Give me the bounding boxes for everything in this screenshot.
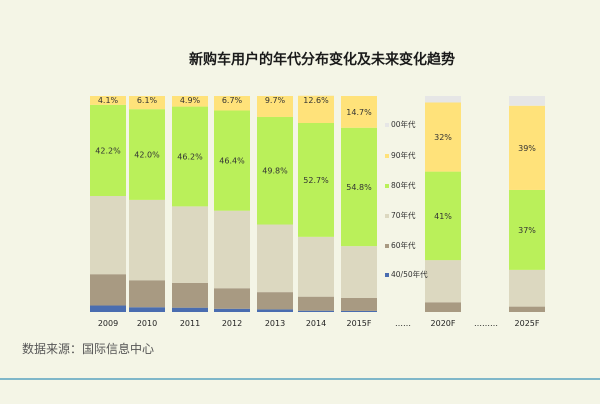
x-tick-label: ……… [474, 319, 498, 328]
bar-segment-2013-s1 [257, 292, 293, 310]
bar-segment-2020f-s4 [425, 102, 461, 172]
bar-segment-2014-s4 [298, 95, 334, 123]
data-label: 14.7% [346, 108, 372, 117]
bar-segment-2020f-s2 [425, 260, 461, 303]
bar-segment-2020f-s5 [425, 96, 461, 103]
bar-segment-2015f-s3 [341, 127, 377, 247]
bar-segment-2025f-s1 [509, 306, 545, 312]
bar-segment-2009-s2 [90, 196, 126, 275]
legend-label: 40/50年代 [391, 269, 428, 279]
bar-segment-2020f-s3 [425, 171, 461, 261]
data-label: 46.4% [219, 157, 245, 166]
bar-segment-2013-s4 [257, 96, 293, 117]
bar-segment-2013-s3 [257, 116, 293, 225]
x-tick-label: 2012 [222, 319, 242, 328]
bar-segment-2025f-s2 [509, 269, 545, 307]
bar-segment-2025f-s4 [509, 105, 545, 190]
bar-segment-2015f-s4 [341, 96, 377, 128]
legend: 00年代 90年代 80年代 70年代 60年代 40/50年代 [385, 119, 428, 279]
bar-segment-2009-s3 [90, 104, 126, 197]
bar-segment-2015f-s2 [341, 246, 377, 298]
bar-segment-2010-s2 [129, 199, 165, 281]
legend-label: 00年代 [391, 119, 416, 129]
bar-segment-2010-s3 [129, 109, 165, 200]
legend-label: 90年代 [391, 150, 416, 160]
x-tick-label: 2025F [515, 319, 540, 328]
data-label: 9.7% [265, 96, 286, 105]
bar-segment-2009-s1 [90, 274, 126, 306]
bar-segment-2025f-s3 [509, 189, 545, 270]
source-note: 数据来源：国际信息中心 [22, 342, 155, 356]
bar-segment-2011-s3 [172, 106, 208, 207]
x-tick-labels: 2009 2010 2011 2012 2013 2014 2015F …… 2020F ……… 2… [98, 319, 540, 328]
bar-segment-2009-s4 [90, 96, 126, 105]
x-tick-label: 2014 [306, 319, 326, 328]
bar-segment-2013-s0 [257, 309, 293, 312]
bar-segment-2011-s4 [172, 96, 208, 107]
data-label: 52.7% [303, 176, 329, 185]
legend-swatch [385, 154, 389, 158]
data-label: 6.7% [222, 96, 243, 105]
data-label: 49.8% [262, 167, 288, 176]
bar-segment-2010-s1 [129, 280, 165, 308]
data-label: 32% [434, 133, 452, 142]
bar-segment-2012-s3 [214, 110, 250, 211]
legend-label: 60年代 [391, 240, 416, 250]
bar-segment-2010-s4 [129, 96, 165, 110]
bar-segment-2013-s2 [257, 224, 293, 293]
legend-swatch [385, 273, 389, 277]
x-tick-label: 2015F [347, 319, 372, 328]
bar-segment-2014-s0 [298, 310, 334, 312]
data-label: 46.2% [177, 152, 203, 161]
bar-segment-2025f-s5 [509, 96, 545, 106]
x-tick-label: 2011 [180, 319, 200, 328]
bar-segment-2015f-s1 [341, 297, 377, 311]
bar-segment-2009-s0 [90, 305, 126, 312]
legend-swatch [385, 214, 389, 218]
data-label: 39% [518, 144, 536, 153]
bar-segment-2015f-s0 [341, 310, 377, 312]
data-label: 41% [434, 212, 452, 221]
x-tick-label: …… [395, 319, 411, 328]
bar-segment-2012-s2 [214, 210, 250, 289]
legend-label: 80年代 [391, 180, 416, 190]
bar-segment-2014-s3 [298, 123, 334, 237]
data-label: 4.9% [180, 96, 201, 105]
legend-swatch [385, 123, 389, 127]
data-label: 42.2% [95, 146, 121, 155]
bar-segment-2012-s1 [214, 288, 250, 309]
bar-segment-2012-s4 [214, 96, 250, 111]
footer-divider [0, 378, 600, 380]
data-label: 54.8% [346, 183, 372, 192]
bar-segment-2011-s2 [172, 206, 208, 283]
data-label: 4.1% [98, 96, 119, 105]
x-tick-label: 2020F [431, 319, 456, 328]
bar-segment-2011-s1 [172, 282, 208, 308]
legend-swatch [385, 244, 389, 248]
data-label: 6.1% [137, 96, 158, 105]
bar-segment-2014-s2 [298, 236, 334, 297]
bar-segment-2011-s0 [172, 307, 208, 312]
data-label: 12.6% [303, 96, 329, 105]
legend-swatch [385, 184, 389, 188]
bar-segment-2014-s1 [298, 296, 334, 311]
data-label: 37% [518, 226, 536, 235]
bar-segment-2010-s0 [129, 307, 165, 312]
bar-segment-2020f-s1 [425, 302, 461, 312]
legend-label: 70年代 [391, 210, 416, 220]
data-label: 42.0% [134, 151, 160, 160]
chart-title: 新购车用户的年代分布变化及未来变化趋势 [189, 51, 455, 68]
bars [90, 95, 545, 312]
x-tick-label: 2013 [265, 319, 285, 328]
data-labels: 42.2% 4.1% 42.0% 6.1% 46.2% 4.9% 46.4% 6.7% 49.8… [95, 96, 536, 235]
x-tick-label: 2009 [98, 319, 118, 328]
x-tick-label: 2010 [137, 319, 157, 328]
bar-segment-2012-s0 [214, 308, 250, 312]
